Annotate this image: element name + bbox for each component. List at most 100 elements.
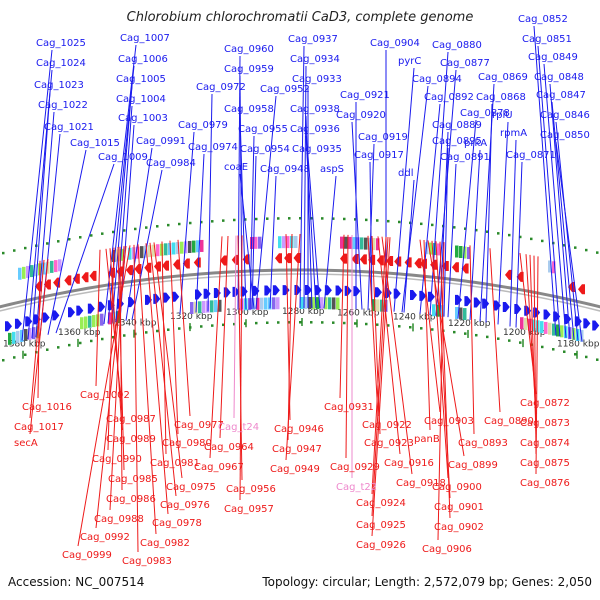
tick-dot: [200, 220, 203, 224]
reverse-gene-leader: [107, 247, 115, 451]
forward-gene-arrow: [353, 286, 361, 297]
feature-block: [214, 300, 218, 313]
reverse-gene-label: Cag_0947: [272, 444, 322, 455]
forward-gene-arrow: [5, 321, 12, 332]
feature-block: [344, 236, 348, 249]
forward-gene-leader: [419, 103, 441, 315]
reverse-gene-label: Cag_0925: [356, 520, 406, 531]
forward-gene-label: Cag_0889: [432, 120, 482, 131]
reverse-gene-label: panB: [414, 434, 440, 445]
feature-block: [552, 323, 556, 336]
feature-block: [294, 236, 298, 249]
forward-gene-leader: [55, 163, 115, 334]
feature-block: [196, 240, 200, 253]
forward-gene-label: Cag_0847: [536, 90, 586, 101]
feature-block: [440, 305, 444, 318]
reverse-gene-label: Cag_0989: [106, 434, 156, 445]
feature-block: [172, 242, 176, 255]
tick-dot: [453, 330, 456, 334]
reverse-gene-leader: [77, 245, 131, 547]
forward-gene-leader: [509, 139, 517, 327]
tick-dot: [541, 345, 544, 349]
forward-gene-leader: [179, 131, 195, 315]
feature-block: [22, 266, 26, 279]
tick-dot: [167, 223, 170, 227]
reverse-gene-label: Cag_0946: [274, 424, 324, 435]
reverse-gene-leader: [177, 239, 191, 417]
tick-dot: [596, 358, 599, 361]
feature-block: [92, 315, 96, 328]
forward-gene-arrow: [282, 285, 290, 296]
tick-dot: [2, 358, 5, 362]
tick-dot: [321, 217, 324, 220]
forward-gene-label: Cag_1006: [118, 54, 168, 65]
forward-gene-leader: [131, 169, 163, 320]
reverse-gene-leader: [29, 259, 45, 419]
tick-dot: [2, 251, 5, 255]
feature-block: [54, 260, 58, 273]
reverse-gene-label: Cag_0926: [356, 540, 406, 551]
reverse-gene-label: Cag_0922: [362, 420, 412, 431]
reverse-gene-arrow: [89, 270, 97, 281]
forward-gene-leader: [393, 67, 415, 312]
tick-dot: [255, 217, 258, 221]
tick-dot: [541, 239, 544, 243]
feature-block: [30, 265, 34, 278]
reverse-gene-label: Cag_0876: [520, 478, 570, 489]
reverse-gene-label: Cag_0874: [520, 438, 570, 449]
feature-block: [352, 237, 356, 250]
feature-block: [202, 300, 206, 313]
forward-gene-label: Cag_0894: [412, 74, 462, 85]
tick-dot: [321, 321, 324, 324]
forward-gene-arrow: [514, 303, 522, 314]
tick-dot: [57, 346, 60, 349]
feature-block: [528, 318, 532, 331]
forward-gene-arrow: [87, 303, 95, 314]
forward-gene-arrow: [128, 297, 136, 308]
feature-block: [459, 246, 463, 259]
reverse-gene-leader: [431, 240, 449, 479]
tick-dot: [409, 221, 412, 225]
feature-block: [210, 300, 214, 313]
reverse-gene-label: Cag_0983: [122, 556, 172, 567]
tick-dot: [552, 348, 555, 351]
forward-gene-leader: [549, 83, 571, 339]
reverse-gene-label: Cag_0975: [166, 482, 216, 493]
tick-dot: [211, 220, 214, 223]
reverse-gene-arrow: [64, 275, 72, 286]
reverse-gene-label: Cag_0980: [162, 438, 212, 449]
forward-gene-label: Cag_0878: [460, 108, 510, 119]
forward-gene-label: Cag_0880: [432, 40, 482, 51]
forward-gene-label: coaE: [224, 162, 248, 173]
reverse-gene-leader: [119, 246, 123, 491]
reverse-gene-leader: [169, 240, 179, 435]
feature-block: [276, 297, 280, 310]
kbp-label: 1220 kbp: [448, 319, 491, 329]
feature-block: [320, 297, 324, 310]
reverse-gene-leader: [469, 245, 475, 435]
forward-gene-arrow: [272, 285, 280, 296]
feature-block: [148, 245, 152, 258]
reverse-gene-leader: [439, 241, 451, 519]
forward-gene-leader: [195, 153, 205, 313]
forward-gene-leader: [31, 91, 51, 339]
feature-block: [467, 247, 471, 260]
tick-dot: [68, 343, 71, 347]
forward-gene-arrow: [375, 287, 382, 298]
reverse-gene-arrow: [505, 269, 512, 280]
reverse-gene-label: Cag_0899: [448, 460, 498, 471]
tick-dot: [57, 240, 60, 243]
forward-gene-label: Cag_0891: [440, 152, 490, 163]
forward-gene-arrow: [172, 291, 180, 302]
tick-dot: [464, 332, 467, 335]
reverse-gene-arrow: [153, 261, 161, 272]
feature-block: [34, 264, 38, 277]
forward-gene-label: Cag_0851: [522, 34, 572, 45]
forward-gene-arrow: [543, 309, 551, 320]
reverse-gene-leader: [95, 245, 127, 529]
reverse-gene-label: Cag_1016: [22, 402, 72, 413]
feature-block: [264, 297, 268, 310]
feature-block: [524, 317, 528, 330]
tick-dot: [475, 333, 478, 337]
reverse-gene-label: secA: [14, 438, 38, 449]
